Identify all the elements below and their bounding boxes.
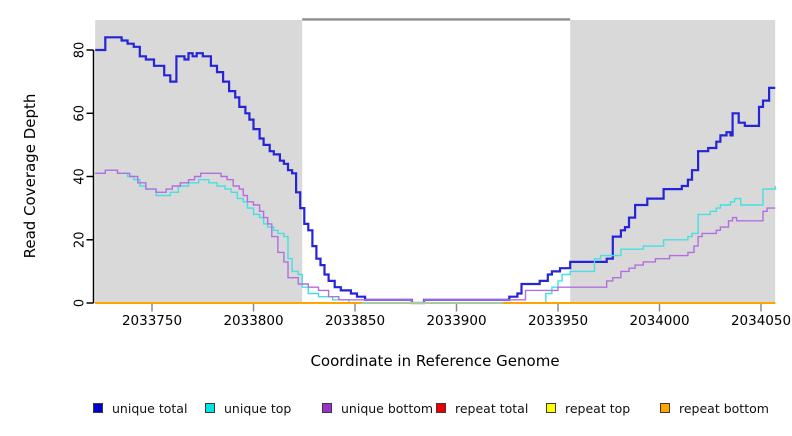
series-unique-total [95,36,776,305]
y-tick-label: 0 [73,299,88,307]
legend: unique total unique top unique bottom repea… [0,399,792,421]
shaded-region-0 [95,20,303,303]
x-tick-label: 2033850 [325,313,385,329]
y-tick-label: 40 [73,168,88,185]
x-tick-label: 2033800 [223,313,283,329]
y-axis-title: Read Coverage Depth [21,94,39,259]
legend-item-repeat-bottom: repeat bottom [660,399,769,417]
shaded-region-1 [570,20,776,303]
legend-swatch [322,403,332,413]
x-tick-label: 2034050 [731,313,791,329]
legend-label: unique top [224,400,292,416]
y-tick-label: 60 [73,105,88,122]
legend-swatch [546,403,556,413]
legend-swatch [436,403,446,413]
legend-item-repeat-top: repeat top [546,399,630,417]
legend-label: repeat total [455,400,529,416]
x-tick-label: 2033750 [122,313,182,329]
legend-label: repeat bottom [679,400,769,416]
legend-item-unique-top: unique top [205,399,291,417]
x-axis-title: Coordinate in Reference Genome [310,352,559,370]
legend-label: repeat top [565,400,631,416]
legend-swatch [205,403,215,413]
y-tick-label: 80 [73,42,88,59]
legend-swatch [660,403,670,413]
legend-label: unique bottom [341,400,434,416]
legend-label: unique total [112,400,188,416]
y-tick-label: 20 [73,232,88,249]
x-tick-label: 2033900 [426,313,486,329]
x-tick-label: 2034000 [629,313,689,329]
series-unique-bottom [95,169,776,304]
legend-swatch [93,403,103,413]
legend-item-unique-bottom: unique bottom [322,399,433,417]
shaded-regions [95,20,776,303]
legend-item-repeat-total: repeat total [436,399,528,417]
axes: 0 20 40 60 80 2033750 2033800 2033850 2033900 203… [73,42,792,329]
legend-item-unique-total: unique total [93,399,187,417]
x-tick-label: 2033950 [528,313,588,329]
series-lines [95,36,776,305]
